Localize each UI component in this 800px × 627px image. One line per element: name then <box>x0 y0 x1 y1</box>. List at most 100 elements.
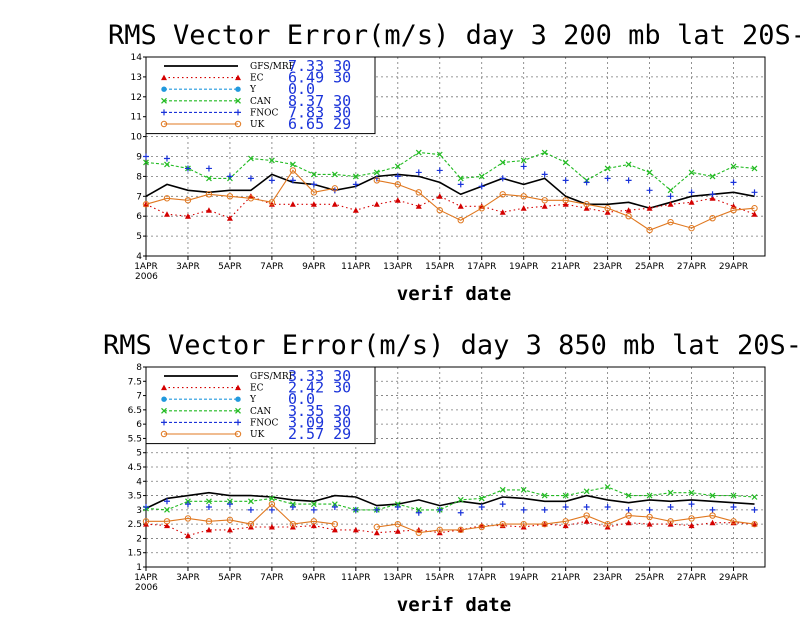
y-tick-label: 1.5 <box>128 549 142 559</box>
data-point-circle <box>160 430 168 438</box>
data-point-plus <box>268 177 275 184</box>
legend-box <box>145 366 376 445</box>
data-point-plus <box>394 173 401 180</box>
data-point-triangle <box>235 74 241 81</box>
data-point-x <box>604 165 611 172</box>
data-point-plus <box>205 165 212 172</box>
data-point-triangle <box>226 526 233 533</box>
data-point-x <box>625 492 632 499</box>
legend-label: EC <box>250 384 264 394</box>
series-fnoc <box>143 153 758 200</box>
data-point-plus <box>247 506 254 513</box>
x-tick-label: 23APR <box>593 573 622 583</box>
data-point-circle <box>142 201 150 208</box>
series-line <box>145 486 755 511</box>
data-point-circle <box>415 189 422 196</box>
data-point-x <box>751 494 758 500</box>
data-point-x <box>206 498 212 505</box>
data-point-plus <box>562 504 569 510</box>
series-uk <box>142 500 758 536</box>
data-point-triangle <box>161 74 167 81</box>
data-point-triangle <box>646 521 653 527</box>
data-point-circle <box>604 520 611 528</box>
data-point-plus <box>478 183 485 190</box>
series-line <box>145 195 755 219</box>
y-tick-label: 2 <box>136 534 142 544</box>
data-point-circle <box>583 512 590 519</box>
x-tick-label: 25APR <box>635 262 664 272</box>
series-line <box>145 520 755 537</box>
x-tick-label: 15APR <box>425 573 454 583</box>
x-tick-label: 19APR <box>509 262 538 272</box>
chart-title: RMS Vector Error(m/s) day 3 200 mb lat 2… <box>108 20 800 51</box>
data-point-triangle <box>625 519 632 526</box>
data-point-circle <box>268 500 276 508</box>
x-tick-label: 11APR <box>341 573 370 583</box>
y-tick-label: 4 <box>136 477 142 487</box>
data-point-circle <box>234 430 242 438</box>
data-point-plus <box>436 506 443 513</box>
series-fnoc <box>143 498 758 516</box>
y-tick-label: 14 <box>131 53 143 63</box>
data-point-triangle <box>184 213 191 219</box>
x-year-label: 2006 <box>135 272 158 282</box>
series-line <box>146 503 335 525</box>
y-tick-label: 13 <box>131 73 142 83</box>
y-tick-label: 7 <box>136 192 142 202</box>
x-tick-label: 29APR <box>719 262 748 272</box>
x-tick-label: 9APR <box>302 262 326 272</box>
legend-label: CAN <box>250 97 271 107</box>
data-point-plus <box>226 501 233 508</box>
y-tick-label: 5 <box>136 449 142 459</box>
data-point-plus <box>541 506 548 513</box>
data-point-triangle <box>268 524 275 530</box>
data-point-triangle <box>205 526 212 533</box>
y-tick-label: 5.5 <box>128 434 142 444</box>
data-point-triangle <box>541 203 548 209</box>
data-point-circle <box>289 167 297 174</box>
data-point-plus <box>625 506 632 513</box>
data-point-plus <box>520 506 527 513</box>
x-tick-label: 11APR <box>341 262 370 272</box>
data-point-plus <box>457 181 464 188</box>
data-point-x <box>478 495 485 502</box>
y-tick-label: 3 <box>136 506 142 516</box>
data-point-plus <box>184 501 191 508</box>
legend-label: UK <box>250 120 265 130</box>
y-tick-label: 11 <box>131 113 142 123</box>
x-tick-label: 5APR <box>218 573 242 583</box>
x-tick-label: 27APR <box>677 262 706 272</box>
x-tick-label: 5APR <box>218 262 242 272</box>
data-point-plus <box>310 181 317 188</box>
x-tick-label: 9APR <box>302 573 326 583</box>
data-point-plus <box>373 506 380 513</box>
data-point-triangle <box>646 205 653 211</box>
data-point-triangle <box>751 211 758 217</box>
data-point-circle <box>234 120 242 128</box>
data-point-plus <box>751 506 758 513</box>
chart-title: RMS Vector Error(m/s) day 3 850 mb lat 2… <box>103 330 800 361</box>
legend-label: Y <box>249 85 257 95</box>
data-point-triangle <box>352 526 359 533</box>
x-tick-label: 27APR <box>677 573 706 583</box>
data-point-plus <box>161 109 167 116</box>
data-point-circle <box>625 213 632 220</box>
data-point-triangle <box>205 207 212 213</box>
x-tick-label: 1APR <box>134 573 158 583</box>
data-point-circle <box>646 226 653 234</box>
data-point-triangle <box>688 199 695 205</box>
data-point-triangle <box>235 384 241 391</box>
data-point-plus <box>394 504 401 510</box>
data-point-plus <box>667 193 674 200</box>
data-point-circle <box>667 218 674 226</box>
data-point-plus <box>730 504 737 510</box>
y-tick-label: 8 <box>136 363 142 373</box>
y-tick-label: 5 <box>136 232 142 242</box>
data-point-x <box>235 97 241 104</box>
data-point-triangle <box>331 201 338 207</box>
x-tick-label: 17APR <box>467 262 496 272</box>
series-line <box>145 173 755 210</box>
series-uk <box>142 167 758 234</box>
